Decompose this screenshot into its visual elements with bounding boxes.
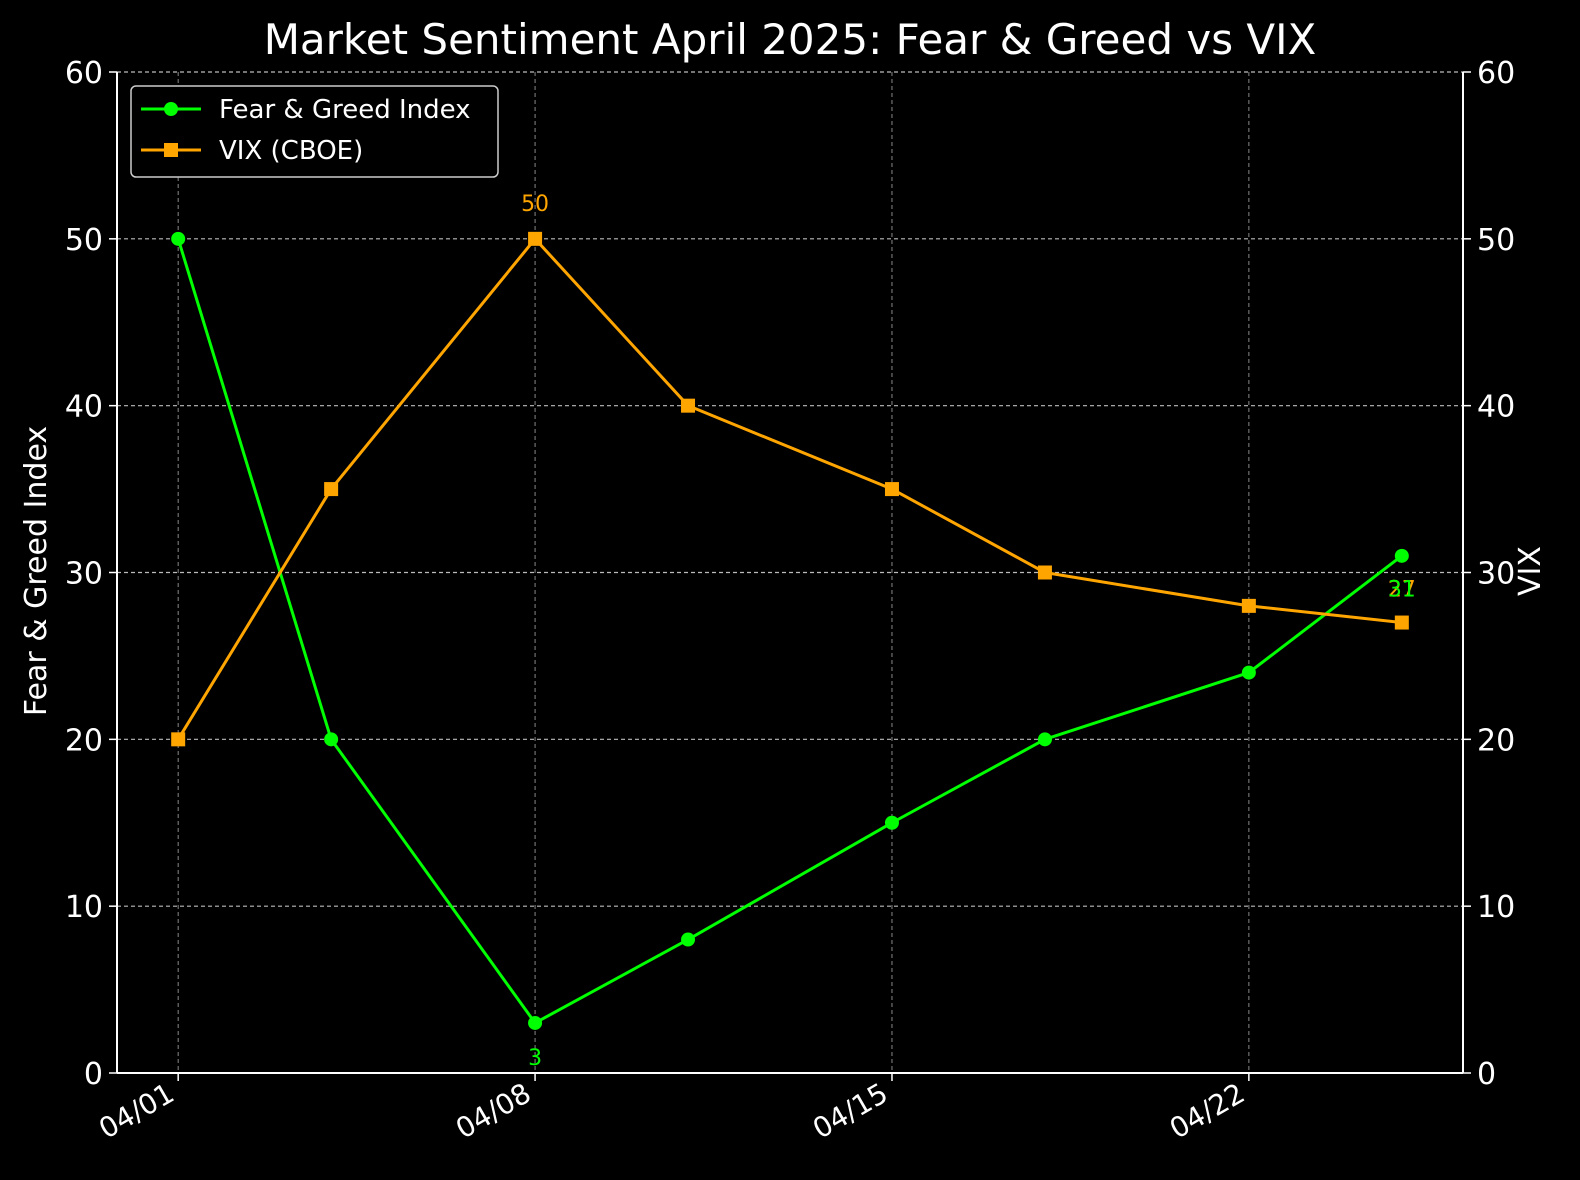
y-tick-left-label: 50 bbox=[65, 223, 103, 258]
data-point-fear-greed bbox=[1037, 732, 1052, 747]
y-tick-right-label: 40 bbox=[1477, 390, 1515, 425]
y-axis-left-label: Fear & Greed Index bbox=[19, 426, 54, 716]
y-tick-right-label: 30 bbox=[1477, 557, 1515, 592]
data-point-vix bbox=[324, 482, 339, 497]
grid-layer bbox=[117, 71, 1463, 1073]
data-point-vix bbox=[171, 732, 186, 747]
y-tick-left-label: 40 bbox=[65, 390, 103, 425]
legend-marker-vix bbox=[164, 143, 178, 157]
legend-label-vix: VIX (CBOE) bbox=[219, 136, 363, 166]
data-point-vix bbox=[528, 231, 543, 246]
legend-label-fear-greed: Fear & Greed Index bbox=[219, 95, 471, 125]
data-point-fear-greed bbox=[324, 732, 339, 747]
series-line-vix bbox=[176, 237, 1402, 741]
y-tick-right-label: 10 bbox=[1477, 890, 1515, 925]
data-point-vix bbox=[1037, 565, 1052, 580]
data-point-vix bbox=[1394, 615, 1409, 630]
y-tick-right-label: 50 bbox=[1477, 223, 1515, 258]
data-point-vix bbox=[681, 398, 696, 413]
data-label: 27 bbox=[1388, 578, 1416, 603]
data-point-vix bbox=[884, 482, 899, 497]
series-line-fear-greed bbox=[176, 238, 1403, 1025]
data-label: 3 bbox=[528, 1046, 542, 1071]
y-axis-right-label: VIX bbox=[1513, 546, 1548, 596]
data-point-fear-greed bbox=[171, 231, 186, 246]
legend-marker-fear-greed bbox=[164, 102, 178, 116]
chart-title: Market Sentiment April 2025: Fear & Gree… bbox=[264, 15, 1317, 64]
y-tick-left-label: 20 bbox=[65, 723, 103, 758]
y-tick-left-label: 60 bbox=[65, 56, 103, 91]
data-point-fear-greed bbox=[681, 932, 696, 947]
y-tick-right-label: 0 bbox=[1477, 1057, 1496, 1092]
legend: Fear & Greed Index VIX (CBOE) bbox=[130, 85, 499, 178]
series-layer bbox=[171, 231, 1409, 1030]
data-point-fear-greed bbox=[528, 1015, 543, 1030]
data-point-vix bbox=[1241, 598, 1256, 613]
data-point-fear-greed bbox=[884, 815, 899, 830]
y-tick-left-label: 0 bbox=[84, 1057, 103, 1092]
data-label: 50 bbox=[521, 192, 549, 217]
data-label: 31 bbox=[1388, 578, 1416, 603]
legend-box bbox=[130, 85, 499, 178]
y-tick-left-label: 10 bbox=[65, 890, 103, 925]
y-tick-right-label: 20 bbox=[1477, 723, 1515, 758]
data-point-fear-greed bbox=[1394, 548, 1409, 563]
y-tick-left-label: 30 bbox=[65, 557, 103, 592]
data-point-fear-greed bbox=[1241, 665, 1256, 680]
y-tick-right-label: 60 bbox=[1477, 56, 1515, 91]
